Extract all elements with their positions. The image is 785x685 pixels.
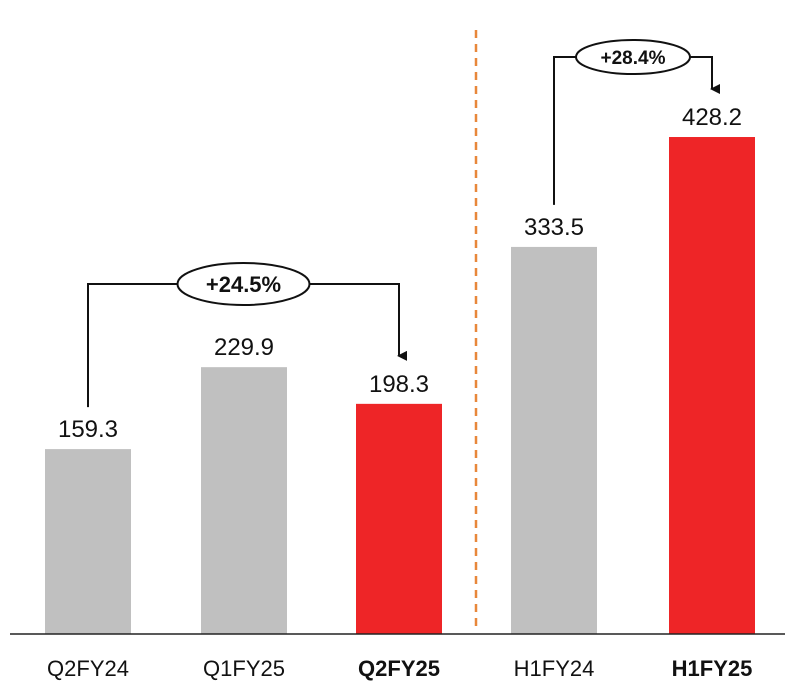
- x-tick-q2fy25: Q2FY25: [358, 656, 440, 681]
- value-labels-layer: 159.3 229.9 198.3 333.5 428.2: [58, 104, 742, 443]
- value-label-q2fy24: 159.3: [58, 416, 118, 443]
- x-tick-labels-layer: Q2FY24 Q1FY25 Q2FY25 H1FY24 H1FY25: [47, 656, 752, 681]
- bar-q2fy25: [356, 403, 442, 634]
- bar-q2fy24: [45, 449, 131, 634]
- value-label-h1fy24: 333.5: [524, 214, 584, 241]
- bars-layer: [45, 137, 755, 634]
- bar-h1fy25: [669, 137, 755, 634]
- bar-q1fy25: [201, 367, 287, 634]
- value-label-q1fy25: 229.9: [214, 334, 274, 361]
- growth-annotation-1: +24.5%: [87, 262, 407, 408]
- growth-annotation-2: +28.4%: [553, 39, 720, 205]
- growth-label-2: +28.4%: [601, 48, 666, 69]
- growth-badge-1: [176, 262, 311, 306]
- bar-h1fy24: [511, 246, 597, 634]
- x-tick-h1fy24: H1FY24: [514, 656, 595, 681]
- x-tick-q1fy25: Q1FY25: [203, 656, 285, 681]
- growth-annotations-layer: +24.5% +28.4%: [87, 39, 720, 408]
- value-label-q2fy25: 198.3: [369, 371, 429, 398]
- value-label-h1fy25: 428.2: [682, 104, 742, 131]
- x-tick-h1fy25: H1FY25: [672, 656, 753, 681]
- x-tick-q2fy24: Q2FY24: [47, 656, 129, 681]
- growth-badge-2: [575, 39, 691, 75]
- growth-label-1: +24.5%: [206, 272, 281, 297]
